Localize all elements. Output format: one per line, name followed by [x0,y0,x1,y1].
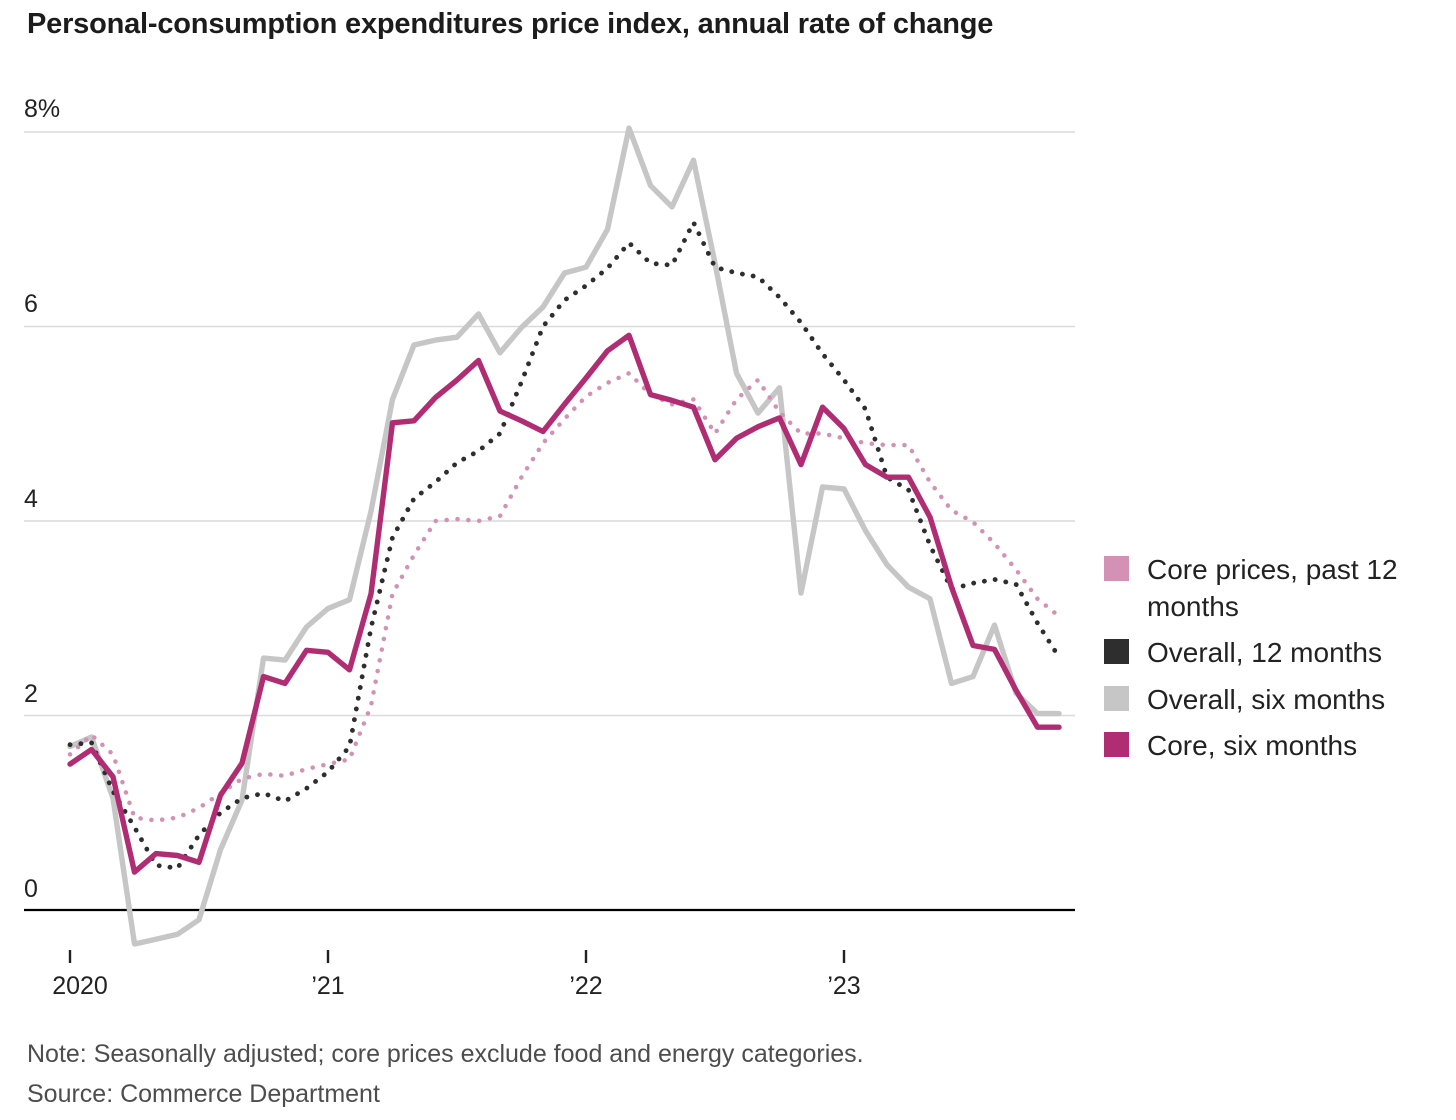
chart-title: Personal-consumption expenditures price … [27,8,994,40]
y-axis-label-8: 8% [24,95,61,123]
x-axis-label-21: ’21 [311,972,345,1000]
legend-label-overall-6m: Overall, six months [1147,683,1386,715]
y-axis-label-2: 2 [24,680,38,708]
y-axis-label-4: 4 [24,485,38,513]
x-axis-label-23: ’23 [827,972,861,1000]
legend-item-core-12m: Core prices, past 12 months [1104,551,1454,625]
legend-label-core-6m: Core, six months [1147,729,1358,761]
x-axis-label-22: ’22 [569,972,603,1000]
legend-item-overall-6m: Overall, six months [1104,681,1454,718]
legend-label-overall-12m: Overall, 12 months [1147,637,1382,669]
series-line-core_6m [67,332,1062,875]
series-line-core_12m [67,370,1062,823]
y-axis-label-6: 6 [24,290,38,318]
y-axis-label-0: 0 [24,875,38,903]
note-text: Note: Seasonally adjusted; core prices e… [27,1040,864,1068]
legend-swatch-overall-6m [1104,685,1129,711]
legend-swatch-core-6m [1104,731,1129,757]
source-text: Source: Commerce Department [27,1080,380,1108]
series-line-overall_12m [67,219,1062,871]
legend-swatch-overall-12m [1104,639,1129,665]
legend: Core prices, past 12 months Overall, 12 … [1104,551,1454,773]
legend-swatch-core-12m [1104,556,1129,581]
legend-item-core-6m: Core, six months [1104,727,1454,764]
x-axis-label-2020: 2020 [52,972,108,1000]
legend-item-overall-12m: Overall, 12 months [1104,634,1454,671]
series-line-overall_6m [67,125,1062,947]
legend-label-core-12m: Core prices, past 12 months [1147,554,1398,623]
